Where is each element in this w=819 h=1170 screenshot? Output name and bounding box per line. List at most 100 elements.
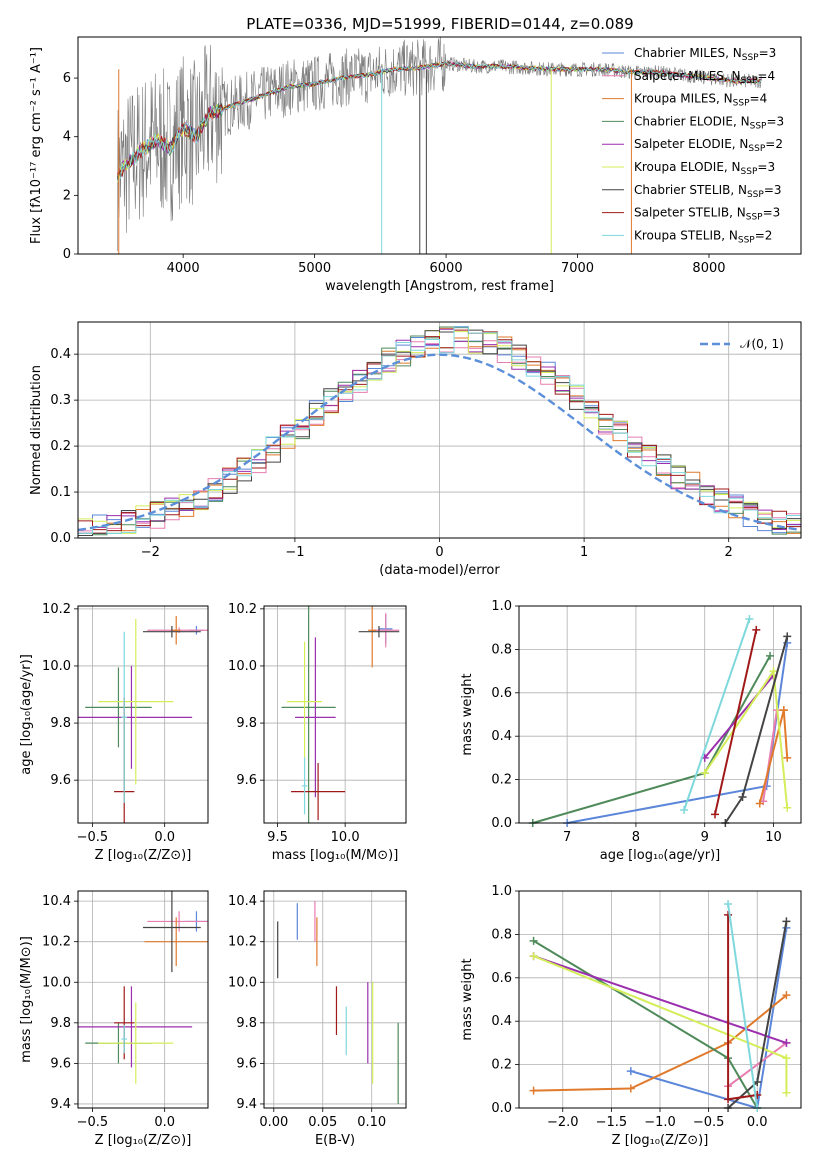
weight-marker [779, 706, 788, 715]
axes-mass_vs_ebv: 0.00 0.05 0.10 9.4 9.6 9.8 10.0 10.2 10.4 E(B-V) [228, 890, 407, 1148]
y-tick-label: 0.0 [491, 1101, 512, 1116]
y-tick-label: 9.8 [50, 1016, 71, 1031]
data-spectrum-line [117, 37, 762, 252]
y-axis-label: Flux [fλ10⁻¹⁷ erg cm⁻² s⁻¹ A⁻¹] [29, 47, 44, 244]
x-tick-label: 2 [725, 545, 733, 560]
axes-mass_vs_Z: −0.5 0.0 9.4 9.6 9.8 10.0 10.2 10.4 Z [log₁₀(Z/Z… [19, 890, 209, 1148]
weight-line [727, 903, 759, 1109]
x-tick-label: 9.5 [267, 830, 288, 845]
axes-frame [263, 890, 407, 1109]
y-tick-label: 2 [63, 188, 71, 203]
y-tick-label: 1.0 [491, 884, 512, 899]
axes-age_vs_Z: −0.5 0.0 9.6 9.8 10.0 10.2 Z [log₁₀(Z/Z⊙)] age … [19, 602, 209, 863]
x-tick-label: 0.0 [747, 1115, 768, 1130]
y-tick-label: 10.4 [42, 894, 71, 909]
weight-marker [782, 1054, 791, 1063]
weight-marker [724, 900, 733, 909]
x-axis-label: Z [log₁₀(Z/Z⊙)] [612, 1133, 709, 1148]
y-tick-label: 0.4 [50, 347, 71, 362]
x-tick-label: 0.00 [259, 1115, 288, 1130]
y-tick-label: 0.0 [50, 531, 71, 546]
y-tick-label: 9.6 [50, 773, 71, 788]
y-tick-label: 9.6 [50, 1056, 71, 1071]
x-tick-label: 7 [563, 830, 571, 845]
y-tick-label: 10.0 [228, 975, 257, 990]
y-tick-label: 1.0 [491, 599, 512, 614]
x-tick-label: 9 [701, 830, 709, 845]
y-tick-label: 0.6 [491, 686, 512, 701]
x-tick-label: 4000 [167, 261, 200, 276]
y-tick-label: 6 [63, 71, 71, 86]
y-tick-label: 4 [63, 130, 71, 145]
x-tick-label: −0.5 [693, 1115, 725, 1130]
axes-spectrum: 4000 5000 6000 7000 8000 0 2 4 6 wavelength [Angs… [29, 36, 802, 294]
y-tick-label: 0.4 [491, 1014, 512, 1029]
y-axis-label: age [log₁₀(age/yr)] [19, 654, 34, 775]
weight-line [533, 940, 759, 1109]
x-tick-label: −0.5 [77, 1115, 109, 1130]
x-axis-label: age [log₁₀(age/yr)] [600, 848, 721, 863]
weight-line [714, 629, 758, 815]
y-axis-label: mass [log₁₀(M/M⊙)] [19, 936, 34, 1063]
y-tick-label: 9.6 [236, 1056, 257, 1071]
y-axis-label: mass weight [460, 958, 475, 1040]
y-tick-label: 0.4 [491, 729, 512, 744]
y-tick-label: 0.2 [491, 1058, 512, 1073]
weight-marker [745, 615, 754, 624]
weight-marker [529, 1086, 538, 1095]
x-axis-label: Z [log₁₀(Z/Z⊙)] [95, 848, 192, 863]
weight-marker [782, 991, 791, 1000]
y-tick-label: 9.8 [236, 1016, 257, 1031]
y-axis-label: Normed distribution [29, 365, 44, 495]
legend-entry: Salpeter MILES, NSSP=4 [634, 69, 775, 86]
y-tick-label: 10.4 [228, 894, 257, 909]
weight-line [762, 710, 778, 802]
x-tick-label: −2 [141, 545, 160, 560]
x-tick-label: 10 [765, 830, 782, 845]
histogram-step [78, 326, 801, 538]
y-tick-label: 10.0 [228, 659, 257, 674]
x-tick-label: 10.0 [331, 830, 360, 845]
weight-marker [711, 810, 720, 819]
x-tick-label: −1 [285, 545, 304, 560]
x-tick-label: 8 [632, 830, 640, 845]
axes-weight_vs_Z: −2.0 −1.5 −1.0 −0.5 0.0 0.0 0.2 0.4 0.6 0.8 1.0 Z [… [460, 884, 802, 1148]
legend-entry: Salpeter STELIB, NSSP=3 [634, 206, 780, 223]
y-tick-label: 0.8 [491, 927, 512, 942]
x-tick-label: 1 [580, 545, 588, 560]
y-tick-label: 10.2 [228, 935, 257, 950]
weight-marker [752, 625, 761, 634]
y-tick-label: 0.2 [50, 439, 71, 454]
axes-weight_vs_age: 7 8 9 10 0.0 0.2 0.4 0.6 0.8 1.0 age [log₁₀(age/yr… [460, 599, 802, 863]
axes-frame [77, 605, 209, 824]
weight-marker [529, 952, 538, 961]
weight-marker [755, 799, 764, 808]
x-tick-label: 0 [435, 545, 443, 560]
x-tick-label: 0.0 [154, 830, 175, 845]
model-spectrum-line [117, 61, 762, 182]
weight-line [533, 994, 788, 1092]
y-tick-label: 0.8 [491, 642, 512, 657]
x-axis-label: Z [log₁₀(Z/Z⊙)] [95, 1133, 192, 1148]
y-tick-label: 0.6 [491, 971, 512, 986]
weight-marker [700, 769, 709, 778]
legend-entry: Salpeter ELODIE, NSSP=2 [634, 137, 783, 154]
legend-entry: Chabrier MILES, NSSP=3 [634, 46, 776, 63]
x-tick-label: 0.0 [154, 1115, 175, 1130]
axes-frame [77, 890, 209, 1109]
axes-age_vs_mass: 9.5 10.0 9.6 9.8 10.0 10.2 mass [log₁₀(M/M⊙)] [228, 602, 407, 863]
figure-title: PLATE=0336, MJD=51999, FIBERID=0144, z=0… [246, 15, 633, 33]
x-tick-label: −1.5 [596, 1115, 628, 1130]
normal-curve [78, 353, 801, 532]
weight-marker [782, 917, 791, 926]
y-tick-label: 0 [63, 247, 71, 262]
weight-marker [626, 1067, 635, 1076]
axes-frame [518, 890, 802, 1109]
x-tick-label: 5000 [298, 261, 331, 276]
weight-marker [766, 651, 775, 660]
weight-marker [753, 1077, 762, 1086]
y-tick-label: 0.2 [491, 773, 512, 788]
y-tick-label: 9.4 [236, 1097, 257, 1112]
weight-marker [783, 803, 792, 812]
